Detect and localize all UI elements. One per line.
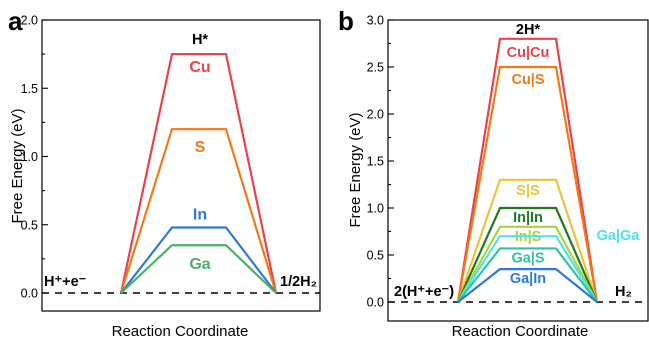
panel-a-y-tick-label: 0.0 xyxy=(21,287,38,301)
panel-a-x-title: Reaction Coordinate xyxy=(112,323,249,340)
panel-a-letter: a xyxy=(8,6,23,36)
panel-a-series: Cu S In Ga xyxy=(119,53,278,294)
panel-b-y-tick-label: 1.0 xyxy=(367,202,384,216)
panel-b-series-cu-s xyxy=(456,65,599,303)
panel-b-series-label: Ga|S xyxy=(511,250,544,266)
panel-a-y-title: Free Energy (eV) xyxy=(9,108,26,223)
panel-b-series-label: S|S xyxy=(516,183,540,199)
panel-b-frame xyxy=(387,19,649,322)
panel-b-series-label: Ga|Ga xyxy=(597,228,641,244)
panel-b-left-label: 2(H⁺+e⁻) xyxy=(394,284,454,300)
panel-a-series-label: Ga xyxy=(189,256,210,273)
panel-a-top-label: H* xyxy=(192,32,208,48)
panel-a-series-label: S xyxy=(195,139,206,156)
panel-a-series-label: Cu xyxy=(189,59,210,76)
panel-b-series-in-in xyxy=(456,206,599,303)
panel-b-y-title: Free Energy (eV) xyxy=(347,112,364,227)
panel-b: b 0.0 0.5 1.0 1.5 2.0 2.5 3.0 Cu|Cu Cu|S S|S In|I… xyxy=(338,6,649,340)
panel-a-frame xyxy=(41,19,321,312)
panel-a-right-label: 1/2H₂ xyxy=(280,274,317,290)
panel-b-x-title: Reaction Coordinate xyxy=(452,323,589,340)
panel-b-series-ga-ga xyxy=(457,235,598,303)
panel-b-letter: b xyxy=(338,6,354,36)
panel-b-series-label: Ga|In xyxy=(510,271,546,287)
panel-b-y-ticks: 0.0 0.5 1.0 1.5 2.0 2.5 3.0 xyxy=(367,14,394,310)
panel-a-y-tick-label: 1.0 xyxy=(21,150,38,164)
panel-b-y-tick-label: 2.5 xyxy=(367,61,384,75)
panel-b-y-tick-label: 1.5 xyxy=(367,155,384,169)
panel-b-series-cu-cu xyxy=(456,37,599,303)
panel-a-series-cu xyxy=(119,53,278,294)
panel-b-series-s-s xyxy=(456,178,599,303)
panel-a-series-s xyxy=(119,128,278,294)
panel-b-series-ga-in xyxy=(457,268,598,303)
panel-b-y-tick-label: 2.0 xyxy=(367,108,384,122)
panel-b-y-tick-label: 0.5 xyxy=(367,249,384,263)
panel-b-right-label: H₂ xyxy=(615,284,632,300)
panel-b-top-label: 2H* xyxy=(516,22,541,38)
panel-b-series-label: Cu|Cu xyxy=(507,45,550,61)
panel-a-y-tick-label: 1.5 xyxy=(21,82,38,96)
panel-b-y-tick-label: 3.0 xyxy=(367,14,384,28)
panel-b-series-ga-s xyxy=(457,247,598,303)
panel-a-series-label: In xyxy=(193,206,207,223)
panel-a: a 0.0 0.5 1.0 1.5 2.0 Cu S In Ga H* H⁺+e⁻ 1/2H₂… xyxy=(8,6,321,340)
panel-b-series-label: In|In xyxy=(513,210,543,226)
panel-a-y-tick-label: 2.0 xyxy=(21,14,38,28)
panel-a-series-ga xyxy=(120,244,277,294)
panel-a-left-label: H⁺+e⁻ xyxy=(44,274,87,290)
panel-b-y-tick-label: 0.0 xyxy=(367,296,384,310)
panel-b-series-in-s xyxy=(457,225,598,303)
panel-a-series-in xyxy=(120,226,277,294)
panel-a-y-tick-label: 0.5 xyxy=(21,218,38,232)
panel-b-series-label: Cu|S xyxy=(511,72,544,88)
panel-a-y-ticks: 0.0 0.5 1.0 1.5 2.0 xyxy=(21,14,48,301)
